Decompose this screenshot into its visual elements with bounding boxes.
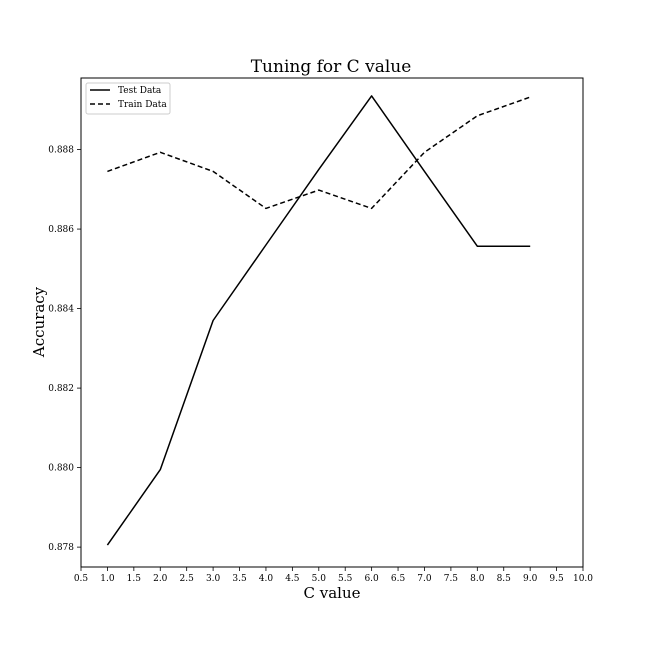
- x-tick-label: 0.5: [74, 574, 89, 584]
- y-tick-label: 0.882: [48, 384, 74, 394]
- legend-box: [85, 82, 171, 115]
- x-axis-label: C value: [304, 584, 361, 602]
- x-tick-label: 6.0: [364, 574, 379, 584]
- x-tick-label: 5.5: [338, 574, 353, 584]
- x-tick-label: 7.5: [444, 574, 459, 584]
- series-line-test: [106, 95, 531, 546]
- legend-label-train: Train Data: [118, 100, 167, 110]
- x-tick-label: 8.5: [497, 574, 512, 584]
- x-tick-label: 3.0: [206, 574, 221, 584]
- x-tick-label: 9.5: [549, 574, 564, 584]
- y-tick-label: 0.888: [48, 146, 74, 156]
- x-tick-label: 3.5: [232, 574, 247, 584]
- x-axis: 0.5 1.0 1.5 2.0 2.5 3.0 3.5 4.0 4.5 5.0 5.5 6.0 6.5 7…: [74, 567, 593, 584]
- x-tick-label: 2.5: [180, 574, 195, 584]
- legend-label-test: Test Data: [118, 86, 162, 96]
- x-tick-label: 6.5: [391, 574, 406, 584]
- x-tick-label: 4.0: [259, 574, 274, 584]
- x-tick-label: 5.0: [312, 574, 327, 584]
- x-tick-label: 1.0: [100, 574, 115, 584]
- y-axis: 0.878 0.880 0.882 0.884 0.886 0.888: [48, 146, 81, 553]
- x-tick-label: 4.5: [285, 574, 300, 584]
- x-tick-label: 10.0: [573, 574, 593, 584]
- x-tick-label: 2.0: [153, 574, 168, 584]
- legend: Test Data Train Data: [85, 82, 171, 115]
- plot-area: [80, 77, 584, 568]
- series-line-train: [107, 96, 531, 210]
- x-tick-label: 7.0: [417, 574, 432, 584]
- series-lines: [106, 95, 531, 546]
- y-tick-label: 0.878: [48, 543, 74, 553]
- x-tick-label: 8.0: [470, 574, 485, 584]
- chart-title: Tuning for C value: [251, 57, 412, 77]
- y-tick-label: 0.884: [48, 305, 74, 315]
- y-axis-label: Accuracy: [30, 286, 48, 358]
- x-tick-label: 9.0: [523, 574, 538, 584]
- y-tick-label: 0.880: [48, 464, 74, 474]
- y-tick-label: 0.886: [48, 225, 74, 235]
- x-tick-label: 1.5: [127, 574, 142, 584]
